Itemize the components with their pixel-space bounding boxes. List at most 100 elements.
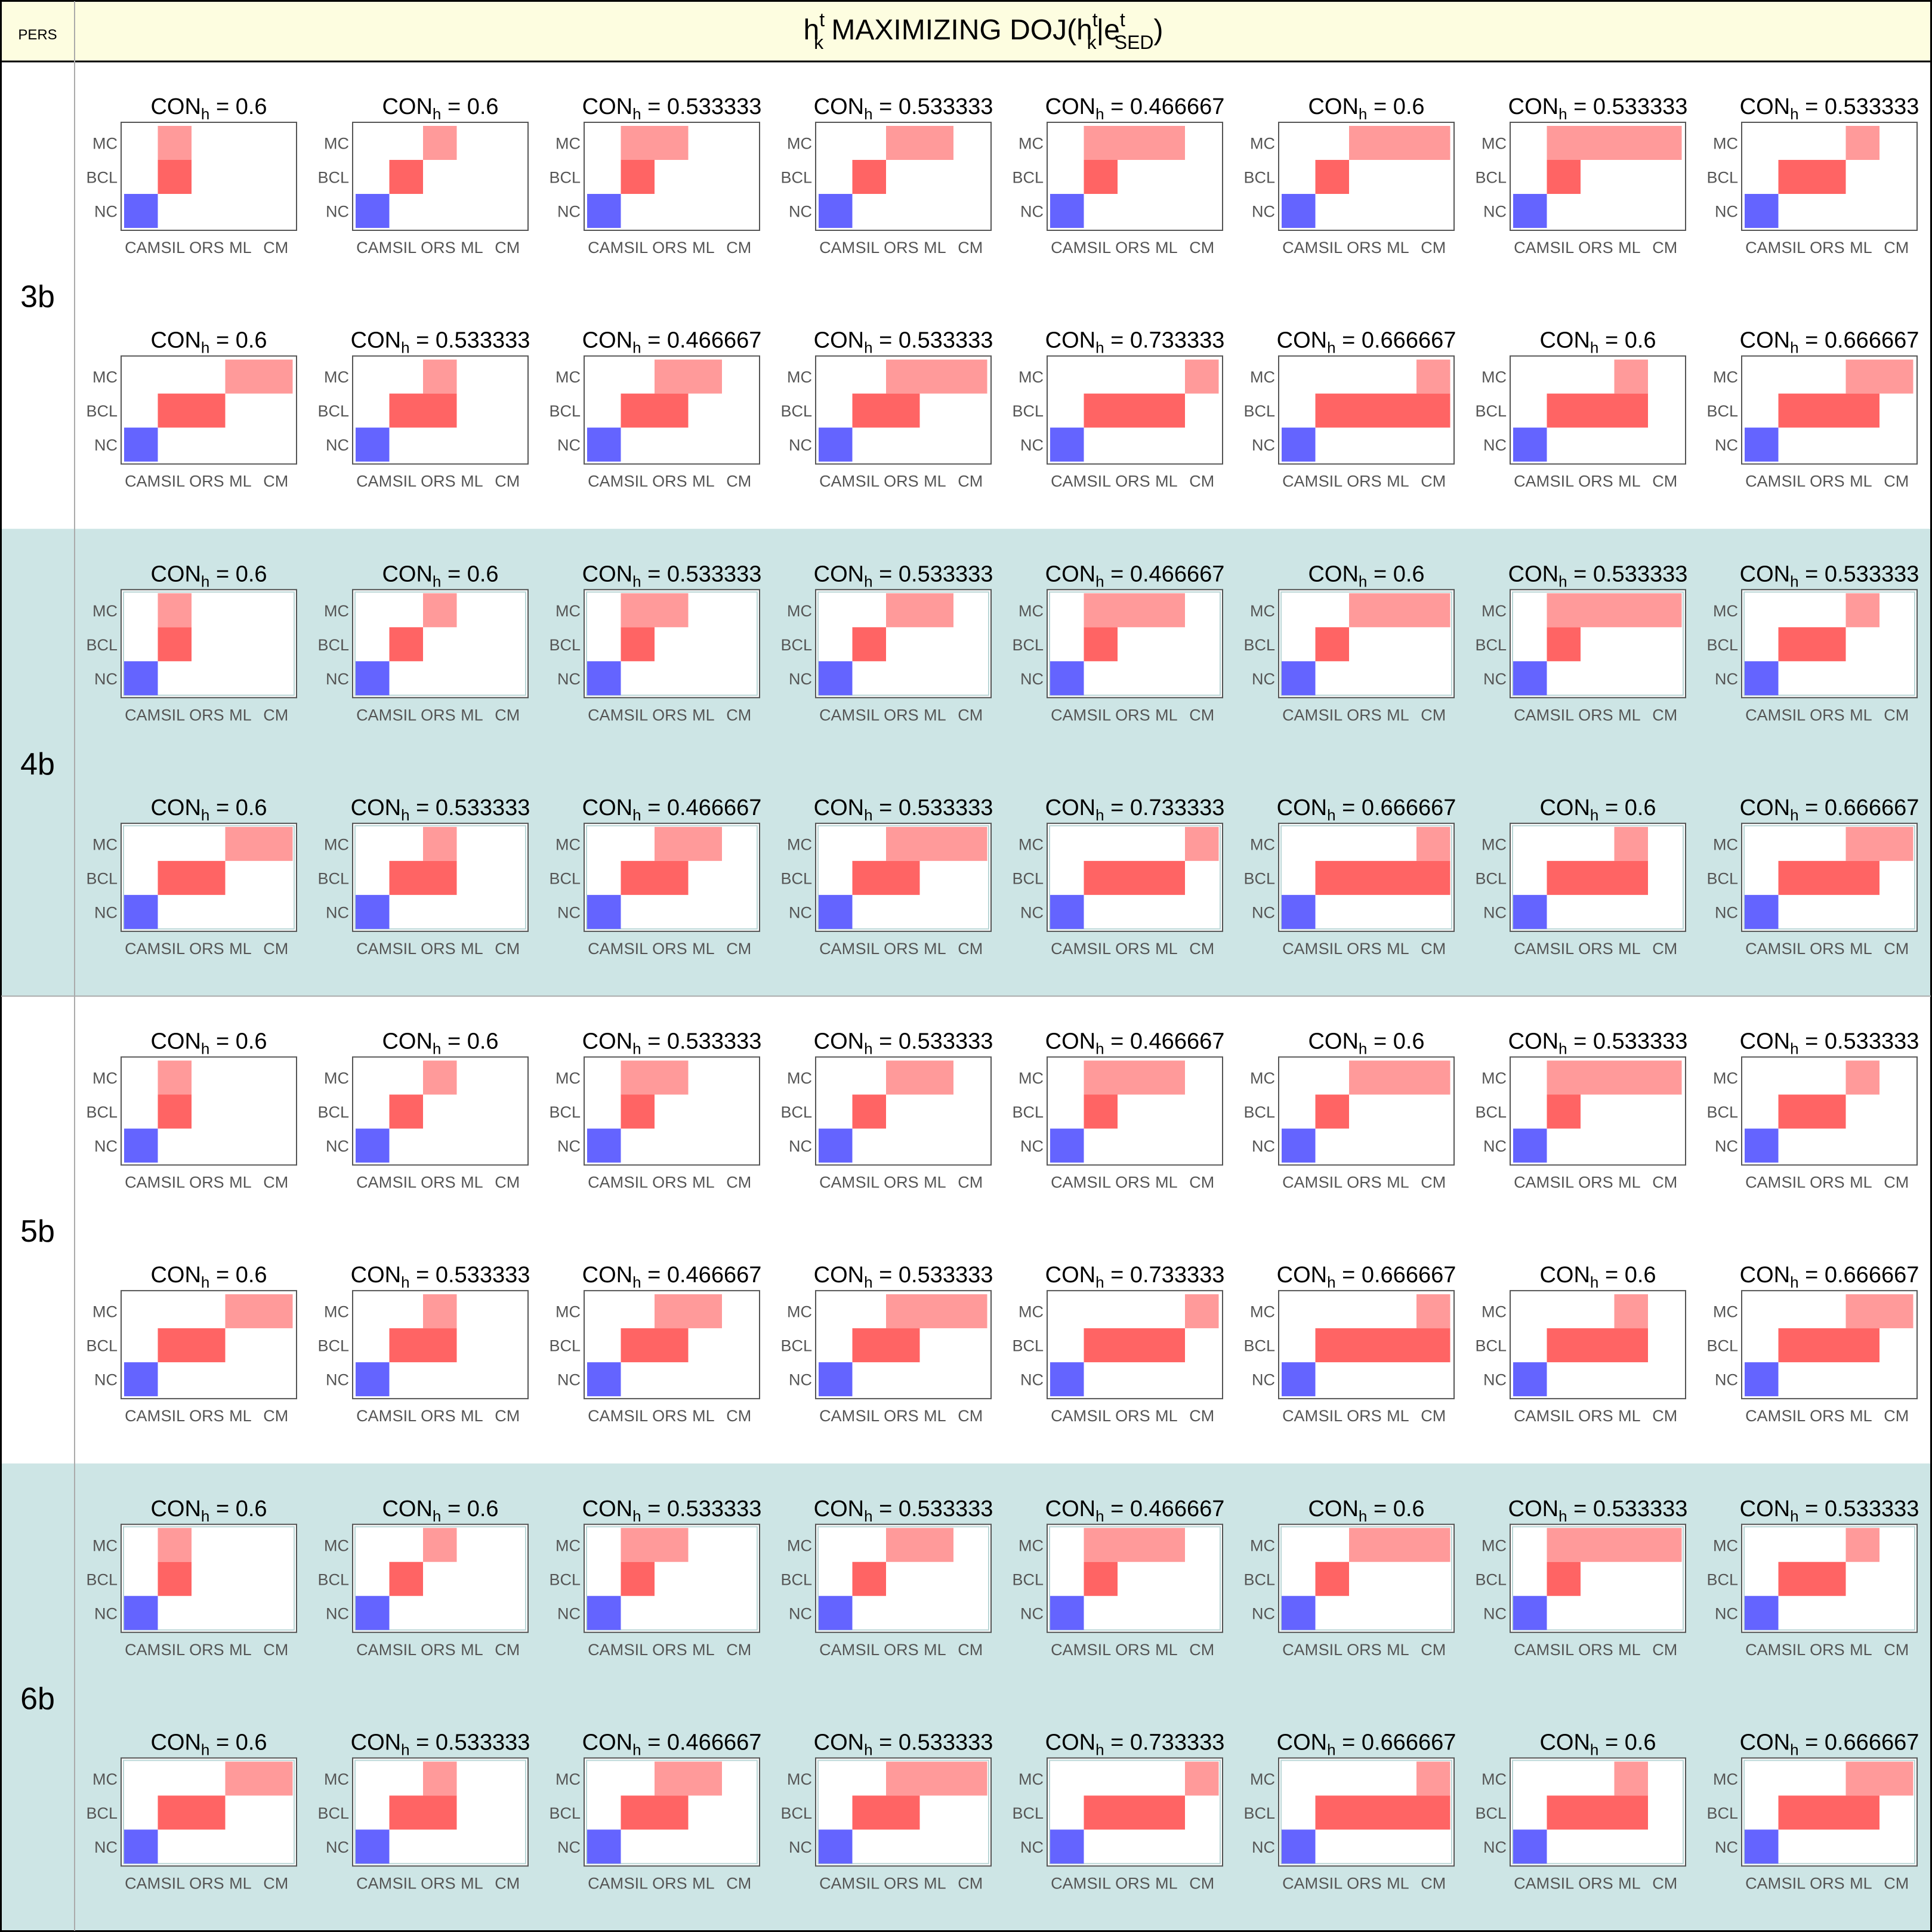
y-tick-mc: MC [1019, 835, 1044, 853]
cell-bcl [852, 1561, 886, 1596]
x-tick-cam: CAM [588, 1641, 624, 1659]
y-tick-bcl: BCL [780, 1570, 812, 1588]
y-tick-nc: NC [557, 1371, 581, 1389]
panel-title-eq: = [873, 1730, 899, 1755]
panel-title: CONh = 0.533333 [582, 94, 762, 123]
title-h: h [803, 14, 819, 46]
panel-title-con: CON [150, 1029, 200, 1054]
x-tick-ors: ORS [421, 1641, 456, 1659]
y-tick-nc: NC [1715, 1838, 1738, 1856]
x-tick-sil: SIL [393, 239, 417, 257]
cell-bcl [1778, 1795, 1879, 1830]
cell-nc [1282, 427, 1316, 462]
panel-title-con: CON [1045, 328, 1095, 353]
cell-nc [1745, 1362, 1779, 1397]
x-tick-cam: CAM [356, 1641, 392, 1659]
y-tick-nc: NC [1715, 1604, 1738, 1622]
y-tick-bcl: BCL [1475, 1337, 1507, 1355]
x-tick-sil: SIL [1319, 1641, 1343, 1659]
x-tick-sil: SIL [1087, 1174, 1112, 1192]
cell-bcl [158, 860, 226, 895]
x-tick-sil: SIL [856, 1174, 880, 1192]
y-tick-bcl: BCL [1012, 1804, 1044, 1822]
y-tick-nc: NC [94, 1371, 118, 1389]
y-tick-bcl: BCL [1012, 1337, 1044, 1355]
panel-title: CONh = 0.6 [150, 1029, 267, 1058]
panel-title-eq: = [1104, 1263, 1130, 1288]
x-tick-sil: SIL [393, 1174, 417, 1192]
x-tick-cm: CM [726, 706, 751, 724]
y-tick-nc: NC [1252, 203, 1275, 221]
x-tick-ml: ML [1618, 1874, 1641, 1892]
cell-nc [1745, 1128, 1779, 1163]
cell-mc [1349, 126, 1450, 160]
panel-title-con: CON [1508, 1496, 1558, 1521]
x-tick-ors: ORS [189, 940, 224, 958]
x-tick-cm: CM [263, 706, 288, 724]
title-close: ) [1154, 14, 1163, 46]
plot-inner-frame [586, 591, 758, 696]
x-tick-cam: CAM [1514, 706, 1550, 724]
y-tick-mc: MC [1713, 1303, 1738, 1321]
panel-title-sub: h [632, 339, 641, 357]
cell-mc [1845, 126, 1879, 160]
panel-title-con: CON [1740, 1263, 1790, 1288]
x-tick-ml: ML [692, 940, 715, 958]
cell-mc [423, 1527, 457, 1562]
cell-mc [1416, 359, 1450, 394]
panel-title-con: CON [351, 1263, 401, 1288]
y-tick-mc: MC [1250, 602, 1275, 620]
x-tick-ors: ORS [1115, 940, 1150, 958]
plot-inner-frame [354, 825, 526, 930]
panel-6b-15: CONh = 0.6 MC BCL NC CAM SIL ORS ML CM [1475, 1730, 1686, 1892]
x-tick-ors: ORS [189, 1874, 224, 1892]
x-tick-cm: CM [1652, 1874, 1677, 1892]
panel-title-sub: h [632, 105, 641, 123]
y-tick-nc: NC [1483, 1137, 1507, 1155]
title-sup-t2: t [1092, 9, 1098, 30]
x-tick-ml: ML [924, 1641, 946, 1659]
x-tick-ors: ORS [1810, 706, 1845, 724]
x-tick-ml: ML [692, 1641, 715, 1659]
x-tick-ml: ML [924, 473, 946, 490]
panel-title-sub: h [433, 572, 441, 590]
x-tick-cm: CM [726, 1174, 751, 1192]
x-tick-ml: ML [1387, 239, 1409, 257]
panel-title-sub: h [864, 1273, 872, 1291]
y-tick-nc: NC [326, 1838, 349, 1856]
y-tick-nc: NC [1483, 1604, 1507, 1622]
panel-title-value: 0.466667 [667, 328, 762, 353]
panel-title: CONh = 0.466667 [582, 328, 762, 357]
panel-title-sub: h [1790, 806, 1798, 824]
x-tick-sil: SIL [1782, 706, 1806, 724]
cell-mc [1614, 826, 1648, 861]
x-tick-cm: CM [495, 1174, 520, 1192]
cell-mc [1845, 1527, 1879, 1562]
panel-title-sub: h [864, 572, 872, 590]
cell-nc [819, 1595, 853, 1630]
panel-title: CONh = 0.533333 [1508, 561, 1688, 590]
y-tick-mc: MC [555, 1536, 581, 1554]
y-tick-bcl: BCL [1012, 636, 1044, 654]
cell-nc [1513, 1362, 1547, 1397]
panel-title-eq: = [1336, 328, 1362, 353]
x-tick-ml: ML [1850, 1641, 1872, 1659]
cell-mc [621, 126, 689, 160]
x-tick-ors: ORS [421, 1174, 456, 1192]
panel-title: CONh = 0.666667 [1277, 795, 1456, 824]
cell-nc [1513, 894, 1547, 929]
y-tick-bcl: BCL [549, 169, 581, 187]
y-tick-nc: NC [1715, 1137, 1738, 1155]
y-tick-mc: MC [1482, 602, 1507, 620]
panel-title-sub: h [632, 1273, 641, 1291]
y-tick-mc: MC [1482, 368, 1507, 386]
